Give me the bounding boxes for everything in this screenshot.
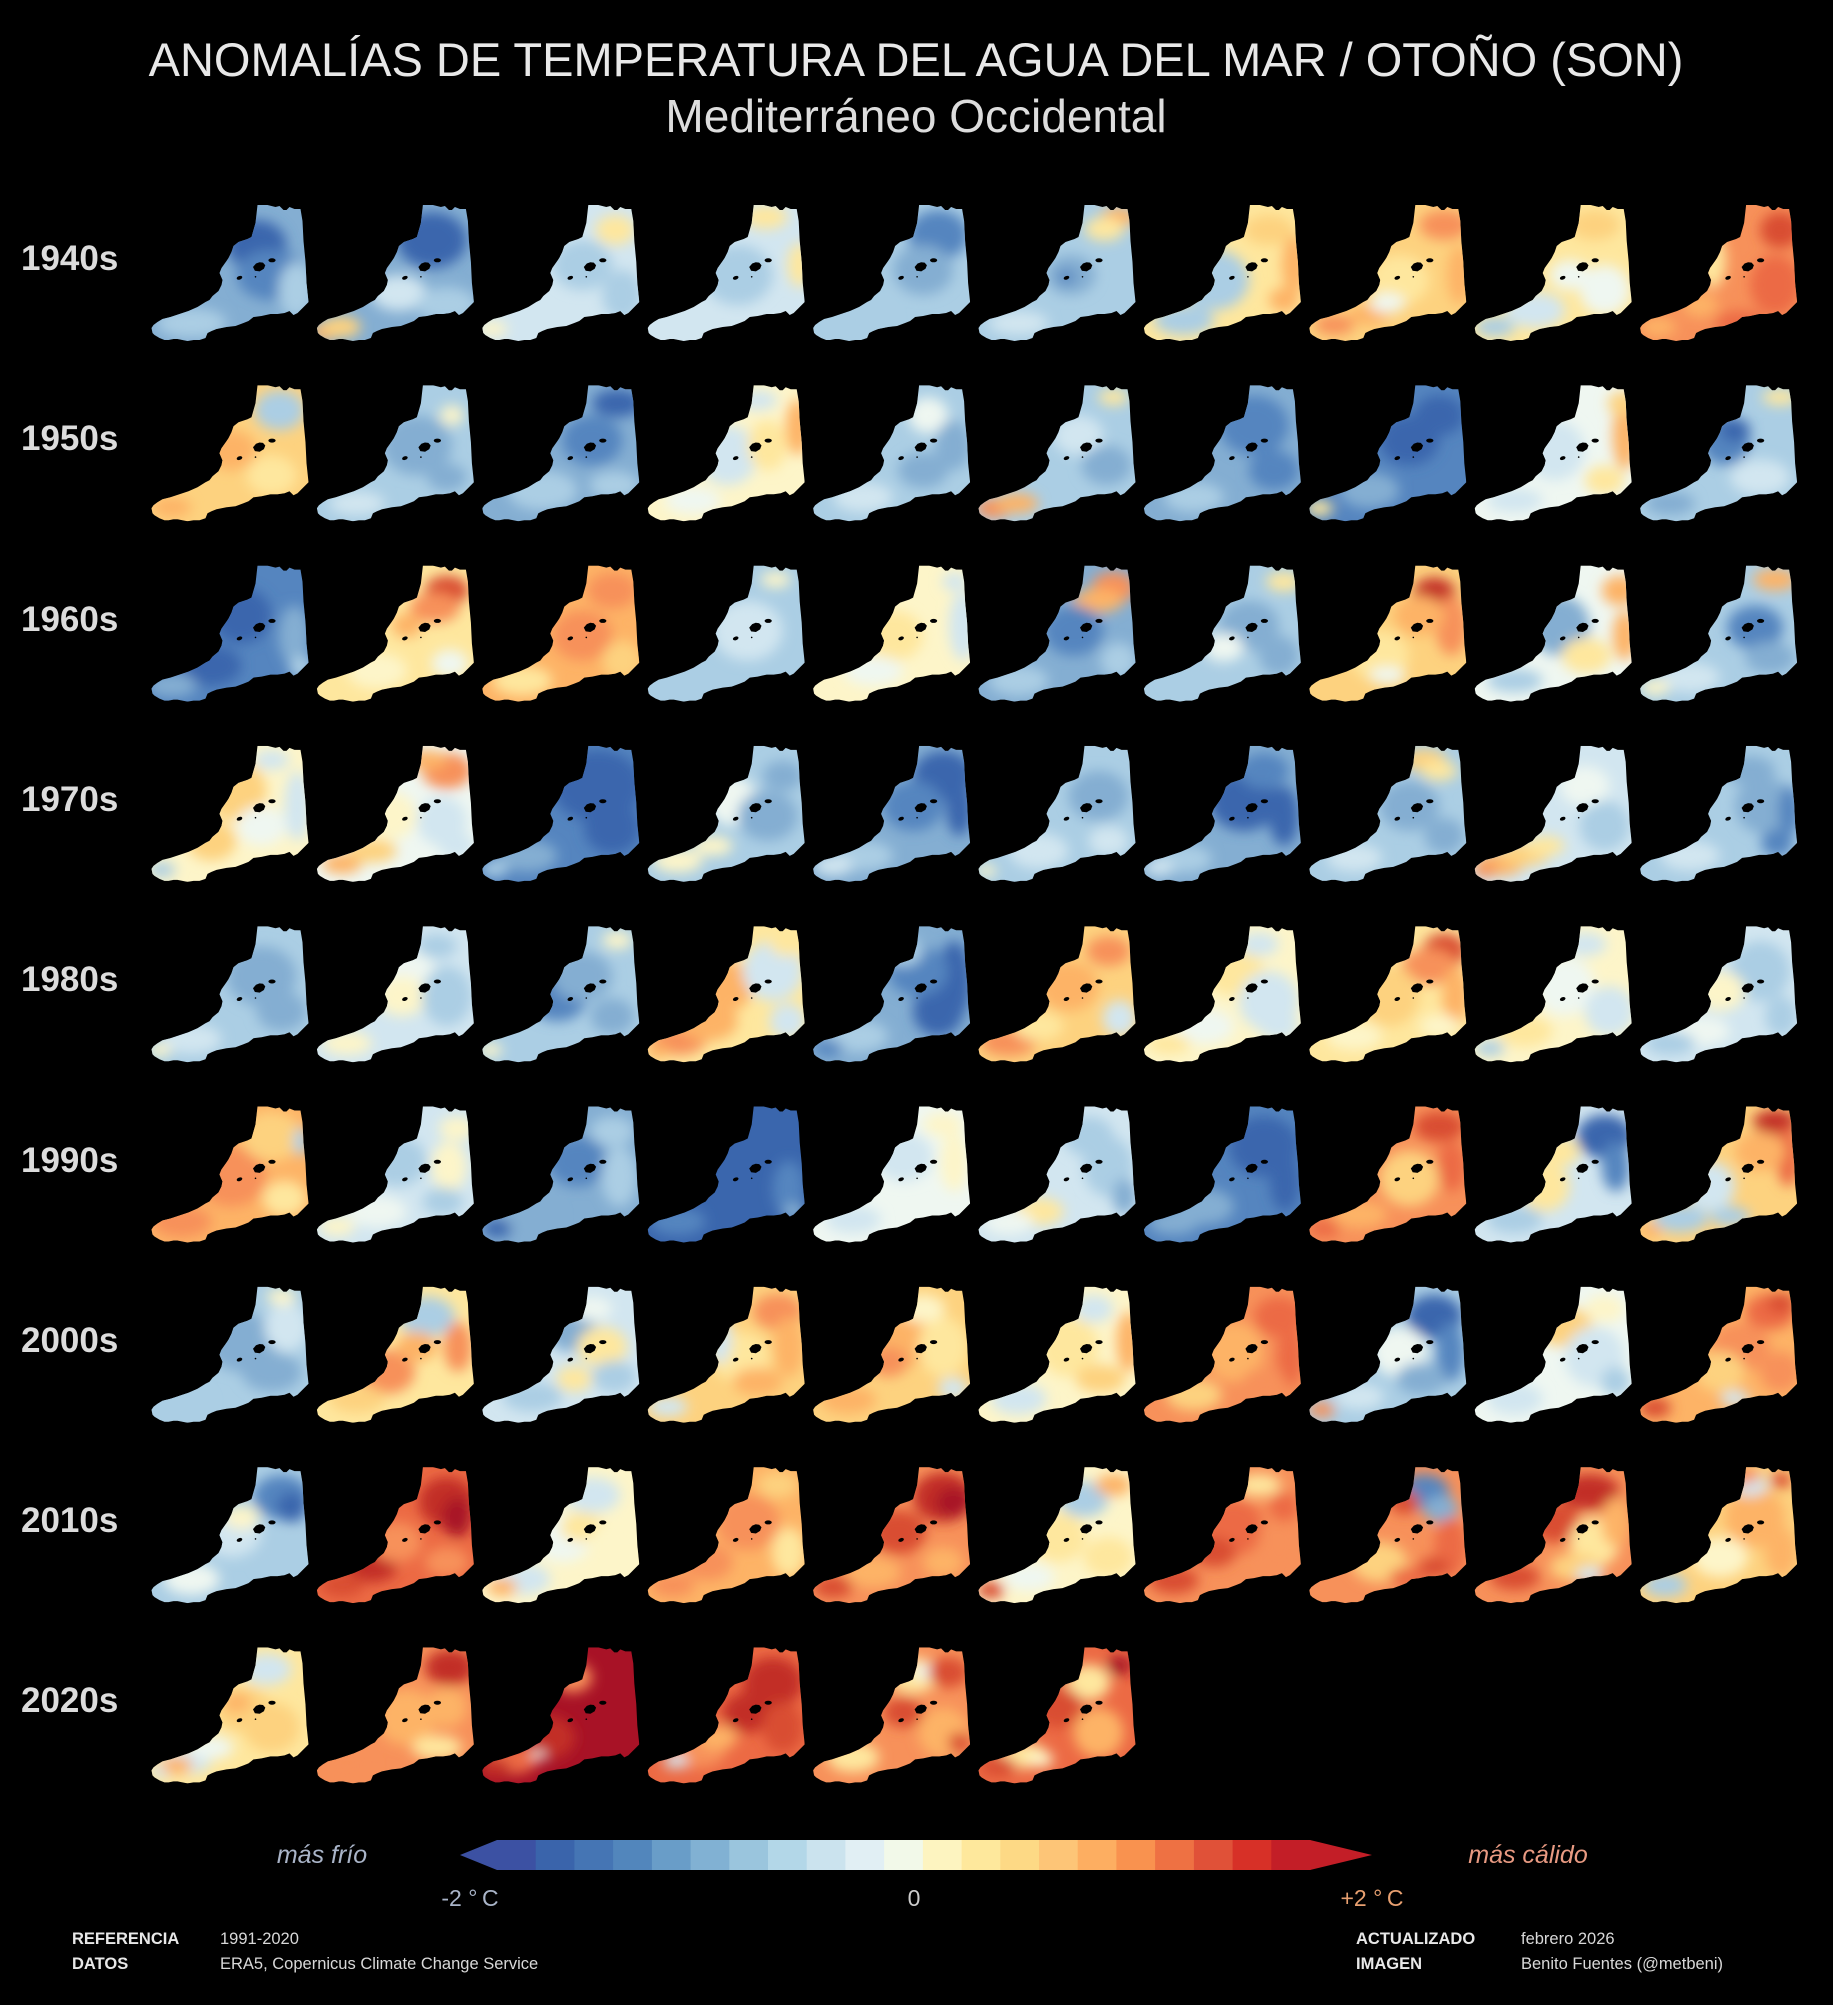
svg-text:1970s: 1970s bbox=[21, 780, 118, 819]
svg-text:ACTUALIZADO: ACTUALIZADO bbox=[1356, 1930, 1475, 1948]
svg-text:IMAGEN: IMAGEN bbox=[1356, 1955, 1422, 1973]
svg-text:ERA5, Copernicus Climate Chang: ERA5, Copernicus Climate Change Service bbox=[220, 1955, 538, 1973]
svg-text:1980s: 1980s bbox=[21, 960, 118, 999]
svg-text:más frío: más frío bbox=[277, 1841, 367, 1869]
svg-text:2000s: 2000s bbox=[21, 1321, 118, 1360]
svg-text:-2 ° C: -2 ° C bbox=[441, 1885, 498, 1911]
svg-text:ANOMALÍAS DE TEMPERATURA DEL A: ANOMALÍAS DE TEMPERATURA DEL AGUA DEL MA… bbox=[149, 33, 1684, 86]
svg-text:+2 ° C: +2 ° C bbox=[1340, 1885, 1403, 1911]
svg-text:REFERENCIA: REFERENCIA bbox=[72, 1930, 179, 1948]
svg-text:1990s: 1990s bbox=[21, 1141, 118, 1180]
svg-text:febrero 2026: febrero 2026 bbox=[1521, 1930, 1615, 1948]
svg-text:DATOS: DATOS bbox=[72, 1955, 128, 1973]
svg-text:Mediterráneo Occidental: Mediterráneo Occidental bbox=[665, 90, 1166, 142]
svg-text:más cálido: más cálido bbox=[1468, 1841, 1588, 1869]
svg-text:2010s: 2010s bbox=[21, 1501, 118, 1540]
svg-text:1960s: 1960s bbox=[21, 600, 118, 639]
svg-text:1991-2020: 1991-2020 bbox=[220, 1930, 299, 1948]
svg-text:0: 0 bbox=[908, 1885, 921, 1911]
svg-text:1940s: 1940s bbox=[21, 239, 118, 278]
svg-text:1950s: 1950s bbox=[21, 419, 118, 458]
svg-text:2020s: 2020s bbox=[21, 1681, 118, 1720]
svg-text:Benito Fuentes (@metbeni): Benito Fuentes (@metbeni) bbox=[1521, 1955, 1723, 1973]
